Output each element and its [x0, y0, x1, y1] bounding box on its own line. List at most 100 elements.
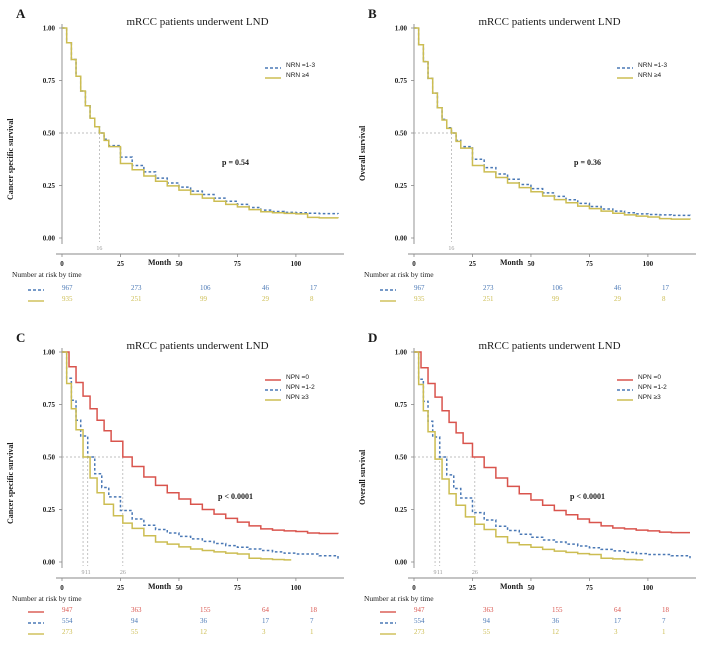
panel-title-a: mRCC patients underwent LND	[126, 16, 269, 28]
risk-table-cell: 967	[62, 284, 73, 292]
survival-curve	[62, 351, 339, 559]
risk-table-cell: 273	[131, 284, 142, 292]
risk-table-cell: 29	[262, 295, 269, 303]
y-tick-label: 0.25	[395, 182, 408, 190]
risk-table-cell: 273	[62, 628, 73, 636]
y-tick-label: 0.25	[43, 506, 56, 514]
median-label: 16	[96, 246, 102, 252]
risk-table-cell: 3	[614, 628, 618, 636]
risk-key-icon	[28, 633, 44, 635]
risk-table-cell: 935	[62, 295, 73, 303]
x-axis-label-c: Month	[148, 582, 172, 591]
y-tick-label: 1.00	[43, 349, 56, 357]
risk-table-cell: 64	[614, 606, 621, 614]
x-tick-label: 25	[469, 584, 477, 592]
p-value-b: p = 0.36	[574, 158, 602, 167]
x-tick-label: 50	[175, 260, 183, 268]
risk-table-row: 935 251 99 29 8	[0, 295, 352, 306]
legend-label: NPN =0	[286, 374, 309, 381]
risk-table-cell: 155	[552, 606, 563, 614]
panel-letter-d: D	[368, 330, 378, 345]
median-label: 26	[472, 570, 478, 576]
x-tick-label: 50	[175, 584, 183, 592]
panel-b: B mRCC patients underwent LND Overall su…	[352, 0, 704, 323]
risk-table-cell: 99	[552, 295, 559, 303]
risk-table-cell: 17	[662, 284, 669, 292]
legend-key-icon	[265, 67, 281, 69]
risk-table-cell: 17	[614, 617, 621, 625]
median-label: 26	[120, 570, 126, 576]
p-value-c: p < 0.0001	[218, 492, 254, 501]
y-tick-label: 1.00	[395, 25, 408, 33]
risk-table-row: 273 55 12 3 1	[352, 628, 704, 639]
plot-area-d: 0.00 0.25 0.50 0.75 1.00 0 25 50 75 100 9 11 26	[395, 348, 696, 592]
x-axis-label-d: Month	[500, 582, 524, 591]
risk-key-icon	[380, 300, 396, 302]
survival-curve	[62, 27, 339, 215]
risk-table-row: 273 55 12 3 1	[0, 628, 352, 639]
legend-key-icon	[265, 389, 281, 391]
survival-curve	[414, 27, 691, 220]
risk-key-icon	[380, 611, 396, 613]
legend-label: NRN ≥4	[286, 72, 310, 79]
risk-table-cell: 1	[310, 628, 314, 636]
x-tick-label: 100	[291, 584, 302, 592]
risk-table-cell: 36	[200, 617, 207, 625]
risk-table-cell: 251	[131, 295, 142, 303]
survival-curve	[414, 351, 691, 559]
y-tick-label: 0.75	[395, 77, 408, 85]
survival-curve	[414, 351, 644, 561]
risk-table-cell: 363	[483, 606, 494, 614]
legend-label: NPN =0	[638, 374, 661, 381]
risk-table-cell: 7	[662, 617, 666, 625]
x-axis-label-a: Month	[148, 258, 172, 267]
y-tick-label: 1.00	[43, 25, 56, 33]
legend-key-icon	[265, 77, 281, 79]
legend-key-icon	[265, 399, 281, 401]
survival-curve	[414, 351, 690, 534]
x-tick-label: 25	[117, 584, 125, 592]
legend-label: NRN =1-3	[638, 62, 668, 69]
x-tick-label: 25	[117, 260, 125, 268]
risk-table-cell: 935	[414, 295, 425, 303]
x-tick-label: 0	[60, 584, 64, 592]
risk-table-cell: 273	[483, 284, 494, 292]
risk-table-cell: 99	[200, 295, 207, 303]
risk-table-title-d: Number at risk by time	[364, 594, 434, 603]
panel-c: C mRCC patients underwent LND Cancer spe…	[0, 324, 352, 647]
y-tick-label: 0.25	[395, 506, 408, 514]
risk-table-title-a: Number at risk by time	[12, 270, 82, 279]
risk-table-cell: 251	[483, 295, 494, 303]
y-tick-label: 0.75	[395, 401, 408, 409]
panel-letter-a: A	[16, 6, 26, 21]
legend-label: NPN =1-2	[638, 384, 667, 391]
panel-title-c: mRCC patients underwent LND	[126, 340, 269, 352]
risk-table-cell: 1	[662, 628, 666, 636]
legend-label: NPN ≥3	[286, 394, 309, 401]
legend-key-icon	[617, 67, 633, 69]
risk-table-cell: 94	[131, 617, 138, 625]
x-tick-label: 25	[469, 260, 477, 268]
median-label: 9	[434, 570, 437, 576]
x-tick-label: 100	[643, 584, 654, 592]
risk-table-cell: 18	[310, 606, 317, 614]
x-tick-label: 100	[643, 260, 654, 268]
risk-table-row: 935 251 99 29 8	[352, 295, 704, 306]
panel-letter-c: C	[16, 330, 26, 345]
y-tick-label: 0.00	[43, 559, 56, 567]
risk-table-cell: 363	[131, 606, 142, 614]
risk-table-cell: 46	[614, 284, 621, 292]
risk-table-cell: 12	[200, 628, 207, 636]
risk-key-icon	[28, 300, 44, 302]
risk-key-icon	[28, 611, 44, 613]
x-tick-label: 0	[412, 260, 416, 268]
risk-table-cell: 554	[414, 617, 425, 625]
x-tick-label: 75	[234, 260, 242, 268]
panel-title-b: mRCC patients underwent LND	[478, 16, 621, 28]
risk-table-cell: 554	[62, 617, 73, 625]
legend-key-icon	[617, 389, 633, 391]
y-tick-label: 0.25	[43, 182, 56, 190]
panel-letter-b: B	[368, 6, 377, 21]
risk-key-icon	[380, 622, 396, 624]
